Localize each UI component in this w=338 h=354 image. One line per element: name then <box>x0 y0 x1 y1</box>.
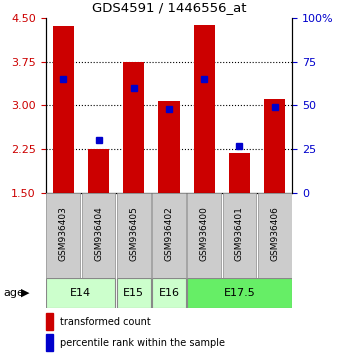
Text: GSM936406: GSM936406 <box>270 206 279 261</box>
Text: age: age <box>3 288 24 298</box>
Text: percentile rank within the sample: percentile rank within the sample <box>61 338 225 348</box>
Bar <box>46 313 53 330</box>
Bar <box>117 193 151 278</box>
Text: GSM936403: GSM936403 <box>59 206 68 261</box>
Bar <box>152 278 186 308</box>
Bar <box>88 149 109 193</box>
Bar <box>194 25 215 193</box>
Bar <box>117 278 151 308</box>
Bar <box>123 62 144 193</box>
Bar <box>229 153 250 193</box>
Bar <box>223 193 257 278</box>
Bar <box>46 193 80 278</box>
Bar <box>46 278 115 308</box>
Text: ▶: ▶ <box>21 288 30 298</box>
Bar <box>258 193 292 278</box>
Text: E14: E14 <box>70 288 92 298</box>
Text: E17.5: E17.5 <box>224 288 256 298</box>
Title: GDS4591 / 1446556_at: GDS4591 / 1446556_at <box>92 1 246 14</box>
Bar <box>152 193 186 278</box>
Bar <box>187 278 292 308</box>
Bar <box>53 27 74 193</box>
Bar <box>187 193 221 278</box>
Text: E16: E16 <box>159 288 179 298</box>
Bar <box>159 101 179 193</box>
Bar <box>81 193 115 278</box>
Text: GSM936404: GSM936404 <box>94 206 103 261</box>
Text: GSM936405: GSM936405 <box>129 206 138 261</box>
Text: GSM936401: GSM936401 <box>235 206 244 261</box>
Text: E15: E15 <box>123 288 144 298</box>
Text: GSM936400: GSM936400 <box>200 206 209 261</box>
Bar <box>46 334 53 351</box>
Bar <box>264 99 285 193</box>
Text: GSM936402: GSM936402 <box>165 206 173 261</box>
Text: transformed count: transformed count <box>61 317 151 327</box>
